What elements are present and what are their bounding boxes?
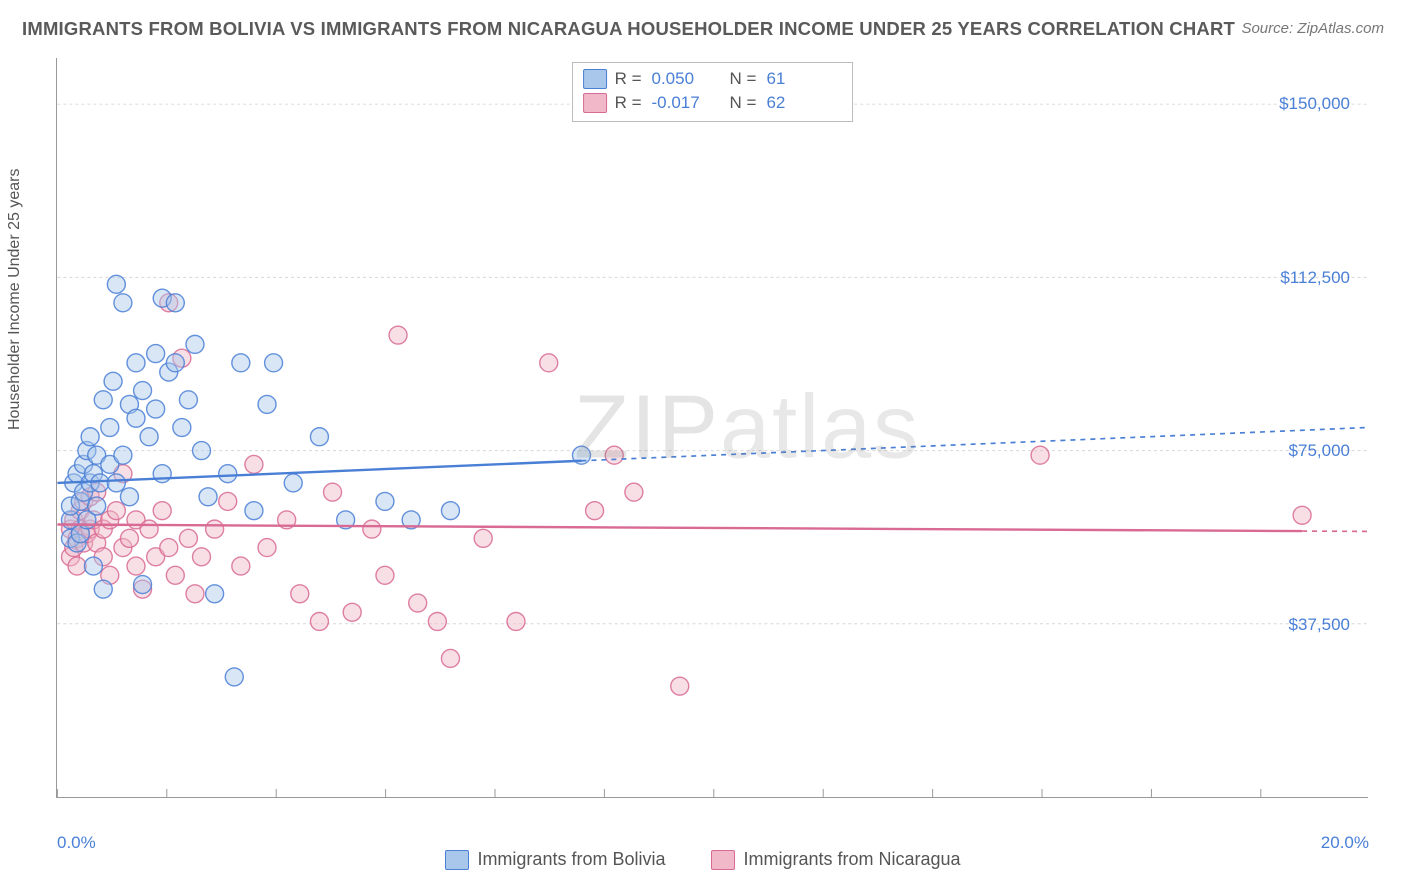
stats-row: R = 0.050 N = 61 bbox=[583, 67, 837, 91]
stat-label-r: R = bbox=[615, 91, 642, 115]
chart-plot-area: R =0.050N =61R =-0.017N =62 ZIPatlas $37… bbox=[56, 58, 1368, 798]
y-tick-label: $112,500 bbox=[1280, 268, 1350, 288]
stat-label-n: N = bbox=[730, 67, 757, 91]
legend-swatch bbox=[583, 93, 607, 113]
source-attribution: Source: ZipAtlas.com bbox=[1241, 20, 1384, 37]
chart-title: IMMIGRANTS FROM BOLIVIA VS IMMIGRANTS FR… bbox=[22, 18, 1235, 39]
legend-swatch bbox=[445, 850, 469, 870]
legend-item: Immigrants from Bolivia bbox=[445, 849, 665, 870]
stat-value-n: 62 bbox=[766, 91, 822, 115]
stat-value-r: 0.050 bbox=[652, 67, 708, 91]
legend-label: Immigrants from Nicaragua bbox=[743, 849, 960, 870]
scatter-chart-svg bbox=[57, 58, 1368, 797]
stat-label-r: R = bbox=[615, 67, 642, 91]
legend-label: Immigrants from Bolivia bbox=[477, 849, 665, 870]
stats-row: R = -0.017 N = 62 bbox=[583, 91, 837, 115]
stat-value-n: 61 bbox=[766, 67, 822, 91]
stat-label-n: N = bbox=[730, 91, 757, 115]
legend-item: Immigrants from Nicaragua bbox=[711, 849, 960, 870]
y-tick-label: $150,000 bbox=[1279, 94, 1350, 114]
y-tick-label: $37,500 bbox=[1289, 615, 1350, 635]
stat-value-r: -0.017 bbox=[652, 91, 708, 115]
legend-swatch bbox=[583, 69, 607, 89]
legend-swatch bbox=[711, 850, 735, 870]
chart-legend: Immigrants from Bolivia Immigrants from N… bbox=[0, 849, 1406, 870]
correlation-stats-box: R = 0.050 N = 61 R = -0.017 N = 62 bbox=[572, 62, 854, 122]
y-tick-label: $75,000 bbox=[1289, 441, 1350, 461]
y-axis-label: Householder Income Under 25 years bbox=[6, 169, 24, 430]
